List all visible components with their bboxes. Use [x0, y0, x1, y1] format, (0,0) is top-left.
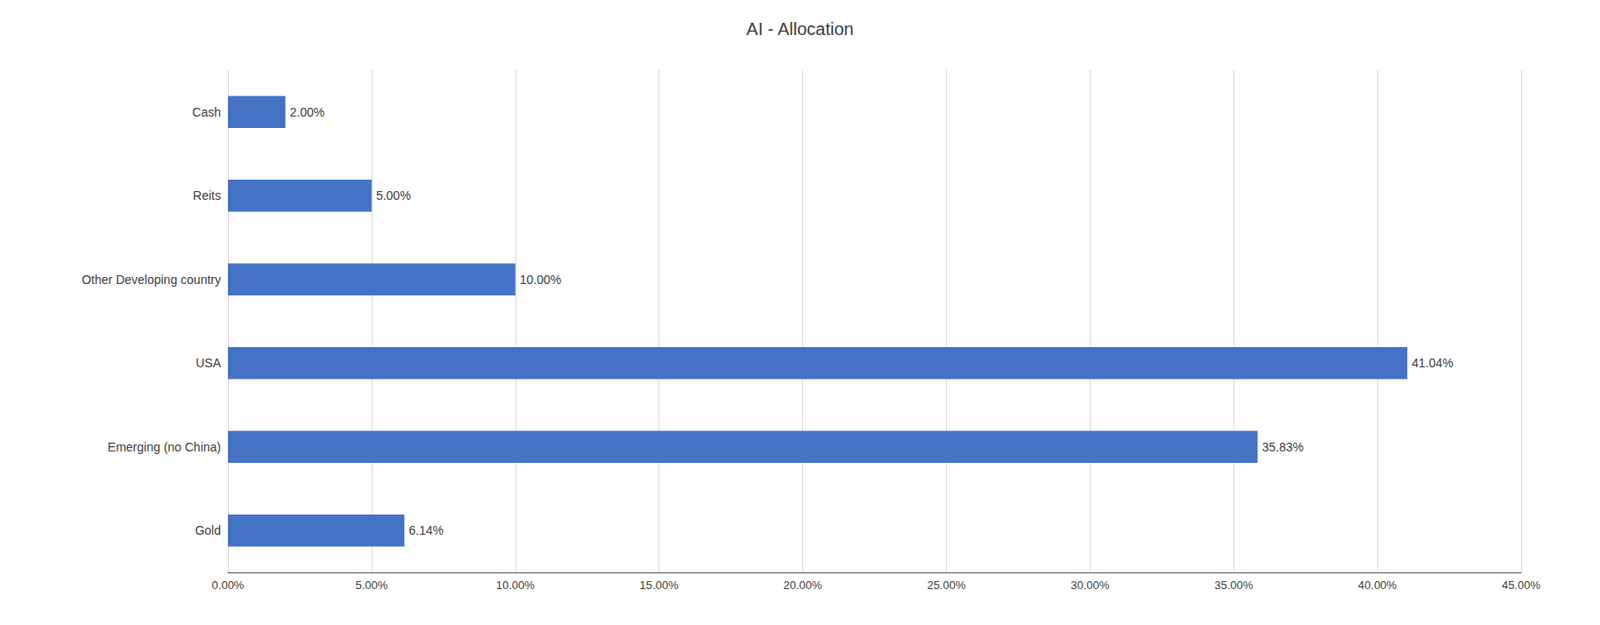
svg-text:40.00%: 40.00%	[1358, 578, 1398, 592]
svg-text:15.00%: 15.00%	[640, 578, 680, 592]
svg-text:30.00%: 30.00%	[1070, 578, 1110, 592]
svg-text:10.00%: 10.00%	[496, 578, 536, 592]
svg-text:5.00%: 5.00%	[355, 578, 388, 592]
svg-text:2.00%: 2.00%	[290, 105, 326, 120]
svg-text:25.00%: 25.00%	[926, 578, 967, 592]
svg-text:Reits: Reits	[192, 188, 221, 203]
svg-text:Emerging (no China): Emerging (no China)	[107, 440, 221, 455]
svg-text:35.83%: 35.83%	[1261, 440, 1303, 455]
svg-text:35.00%: 35.00%	[1214, 578, 1254, 592]
svg-text:AI - Allocation: AI - Allocation	[746, 19, 854, 39]
svg-text:20.00%: 20.00%	[783, 578, 824, 592]
svg-text:6.14%: 6.14%	[408, 523, 444, 538]
svg-text:Gold: Gold	[194, 523, 221, 538]
svg-text:5.00%: 5.00%	[376, 188, 412, 203]
svg-text:Cash: Cash	[192, 105, 221, 120]
svg-text:10.00%: 10.00%	[519, 272, 562, 287]
svg-text:Other Developing country: Other Developing country	[81, 272, 221, 287]
svg-text:41.04%: 41.04%	[1411, 355, 1453, 370]
svg-text:USA: USA	[195, 355, 221, 370]
svg-text:0.00%: 0.00%	[212, 578, 245, 592]
svg-text:45.00%: 45.00%	[1501, 578, 1542, 592]
